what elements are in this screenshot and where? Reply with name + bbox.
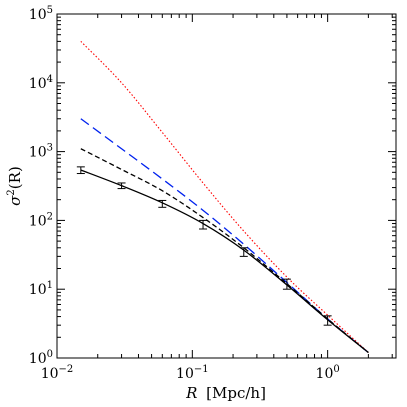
plot-frame	[56, 13, 397, 359]
y-axis-label: σ2(R)	[6, 166, 24, 206]
y-tick-label: 104	[29, 74, 53, 92]
x-axis-label: R [Mpc/h]	[185, 384, 266, 402]
error-bar	[158, 199, 167, 208]
plot-content	[76, 40, 369, 354]
error-bar	[239, 247, 248, 257]
tick-labels: 10−2 10−1 100 100 101 102 103 104 105	[29, 5, 340, 382]
error-bar	[117, 182, 126, 190]
y-tick-label: 102	[29, 211, 53, 229]
x-tick-label: 100	[316, 364, 340, 382]
y-tick-label: 103	[29, 143, 53, 161]
error-bar	[199, 219, 208, 230]
y-tick-label: 101	[29, 280, 53, 298]
solid-black-line	[80, 169, 369, 354]
red-dotted-line	[80, 40, 369, 353]
axis-ticks	[56, 13, 396, 359]
error-bar	[282, 278, 291, 290]
blue-long-dashed-line	[80, 118, 369, 354]
error-bar	[323, 315, 332, 326]
dashed-black-line	[80, 148, 369, 354]
x-tick-label: 10−2	[41, 364, 74, 382]
x-tick-label: 10−1	[176, 364, 209, 382]
y-tick-label: 100	[29, 349, 53, 367]
error-bar	[76, 166, 85, 175]
y-tick-label: 105	[29, 5, 53, 23]
